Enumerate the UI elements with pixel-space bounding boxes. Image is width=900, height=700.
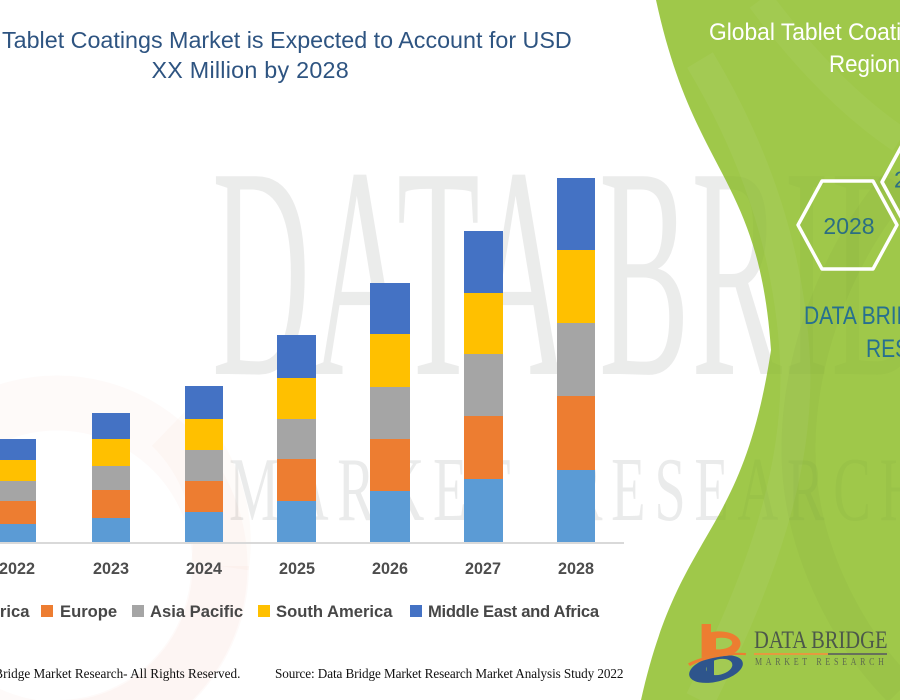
svg-text:20: 20 — [894, 167, 900, 193]
svg-text:2028: 2028 — [823, 213, 874, 239]
